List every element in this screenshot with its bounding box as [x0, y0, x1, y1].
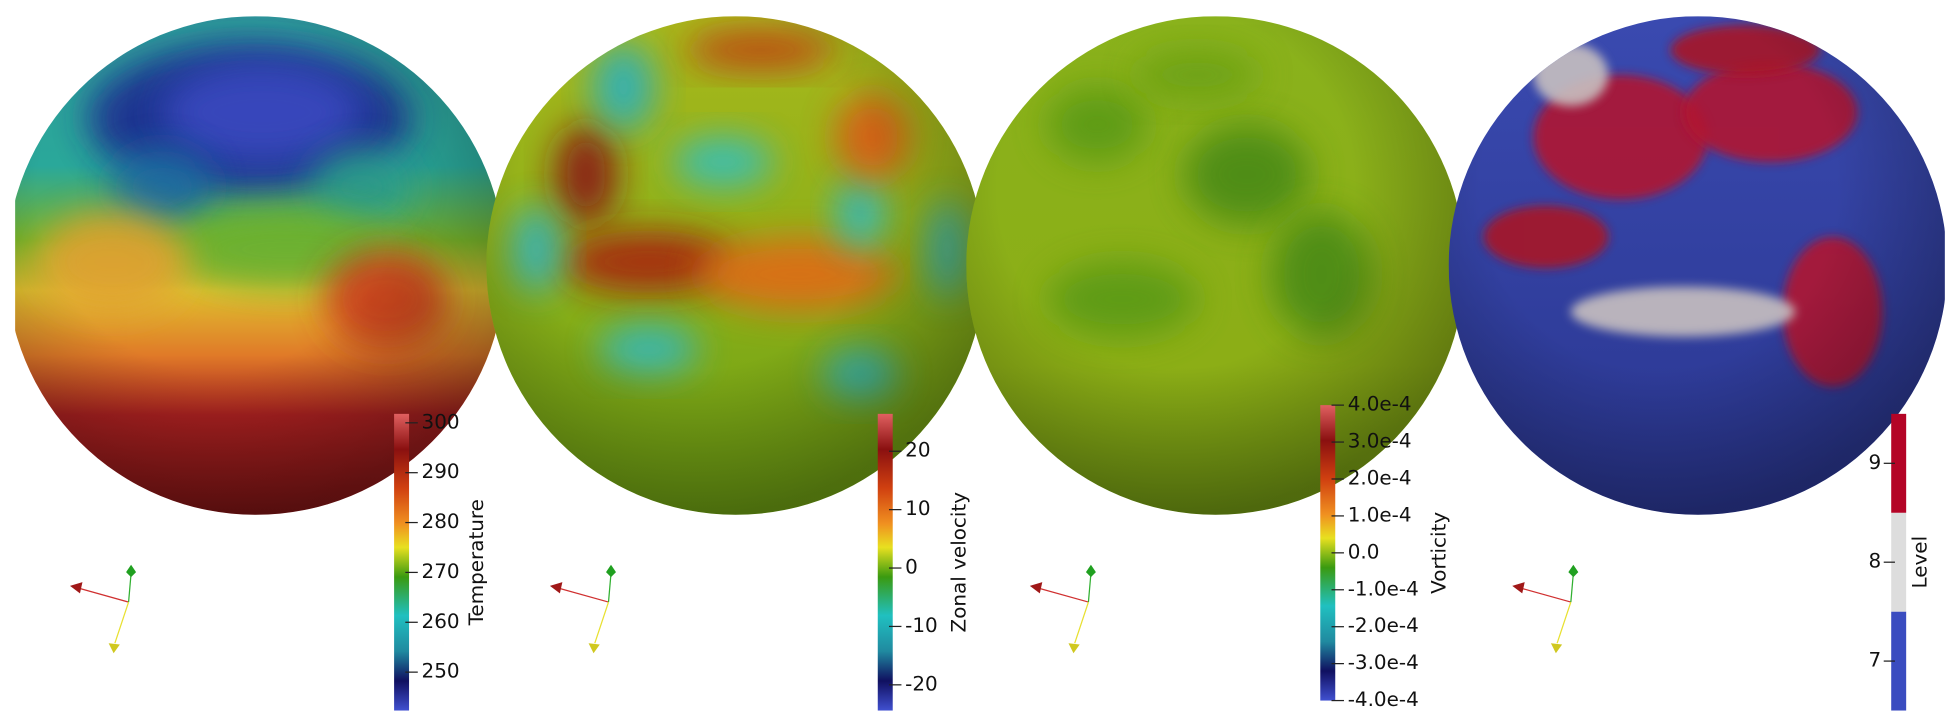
colorbar: 250 260 270 280 290 300 Temperature [394, 409, 488, 711]
sphere [966, 16, 1465, 515]
colorbar-tick-label: 8 [1869, 549, 1882, 573]
sphere [1448, 16, 1945, 515]
colorbar-tick-label: 4.0e-4 [1348, 392, 1412, 416]
colorbar-tick-label: 10 [905, 496, 930, 520]
axis-z-head [108, 643, 120, 654]
sphere-shading [486, 16, 985, 515]
axis-y-head [1568, 564, 1579, 578]
colorbar-tick-label: 250 [422, 659, 460, 683]
colorbar-title: Vorticity [1426, 512, 1450, 594]
axis-y [1570, 573, 1574, 603]
sphere [15, 16, 506, 515]
axis-z-head [1068, 643, 1080, 654]
orientation-axes [69, 564, 1579, 654]
colorbar-tick-label: 1.0e-4 [1348, 502, 1412, 526]
sphere-shading [15, 16, 506, 515]
colorbar-tick-label: 0 [905, 555, 918, 579]
axis-y-head [606, 564, 616, 578]
axis-x [554, 586, 609, 603]
axis-y-head [1085, 564, 1096, 578]
axis-z [1556, 601, 1572, 644]
colorbar-tick-label: 3.0e-4 [1348, 429, 1412, 453]
axes-triad [69, 564, 137, 654]
colorbar-title: Level [1908, 536, 1932, 589]
colorbar-tick-label: -3.0e-4 [1348, 650, 1419, 674]
colorbar-tick-label: 280 [422, 509, 460, 533]
axis-y-head [126, 564, 137, 578]
axes-triad [1029, 564, 1096, 654]
axis-x-head [549, 582, 563, 594]
axes-triad [549, 564, 616, 654]
axis-z [114, 601, 130, 644]
sphere-shading [1448, 16, 1945, 515]
axis-z [1074, 601, 1090, 644]
colorbar-tick-label: 20 [905, 438, 930, 462]
axis-z [594, 601, 610, 644]
colorbar: -4.0e-4 -3.0e-4 -2.0e-4 -1.0e-4 0.0 1.0e-4 2.0… [1320, 392, 1450, 711]
colorbar-tick-label: -20 [905, 671, 938, 695]
colorbar: 7 8 9 Level [1869, 413, 1932, 711]
colorbar-tick-label: -10 [905, 613, 938, 637]
colorbar-tick-label: 290 [422, 459, 460, 483]
colorbar-tick-label: -4.0e-4 [1348, 687, 1419, 711]
axis-y [127, 573, 132, 603]
axis-x-head [1512, 582, 1525, 594]
colorbar-title: Temperature [464, 499, 488, 626]
colorbar-tick-label: -2.0e-4 [1348, 613, 1419, 637]
axis-x [1034, 586, 1089, 603]
sphere [486, 16, 985, 515]
axis-y [1087, 573, 1092, 603]
axis-x-head [1029, 582, 1043, 594]
sphere-shading [966, 16, 1465, 515]
colorbar-tick-label: 0.0 [1348, 539, 1380, 563]
colorbar-title: Zonal velocity [947, 492, 971, 633]
axes-triad [1512, 564, 1579, 654]
colorbar-segment [1891, 413, 1907, 513]
colorbars: 250 260 270 280 290 300 Temperature -20 -10 0 10 20… [394, 392, 1932, 711]
colorbar-tick-label: 9 [1869, 450, 1882, 474]
colorbar-segment [1891, 512, 1907, 612]
axis-y [607, 573, 612, 603]
colorbar-segment [1891, 611, 1907, 711]
axis-z-head [1550, 643, 1563, 654]
spheres [15, 16, 1945, 515]
colorbar-tick-label: 270 [422, 559, 460, 583]
colorbar-tick-label: 300 [422, 409, 460, 433]
colorbar-gradient [394, 413, 410, 711]
colorbar-tick-label: 2.0e-4 [1348, 465, 1412, 489]
colorbar-tick-label: 7 [1869, 648, 1882, 672]
colorbar-tick-label: -1.0e-4 [1348, 576, 1419, 600]
colorbar-gradient [877, 413, 893, 711]
axis-x [1517, 586, 1572, 603]
colorbar: -20 -10 0 10 20 Zonal velocity [877, 413, 971, 711]
axis-x [74, 586, 129, 603]
axis-z-head [588, 643, 600, 654]
colorbar-tick-label: 260 [422, 609, 460, 633]
axis-x-head [69, 582, 83, 594]
